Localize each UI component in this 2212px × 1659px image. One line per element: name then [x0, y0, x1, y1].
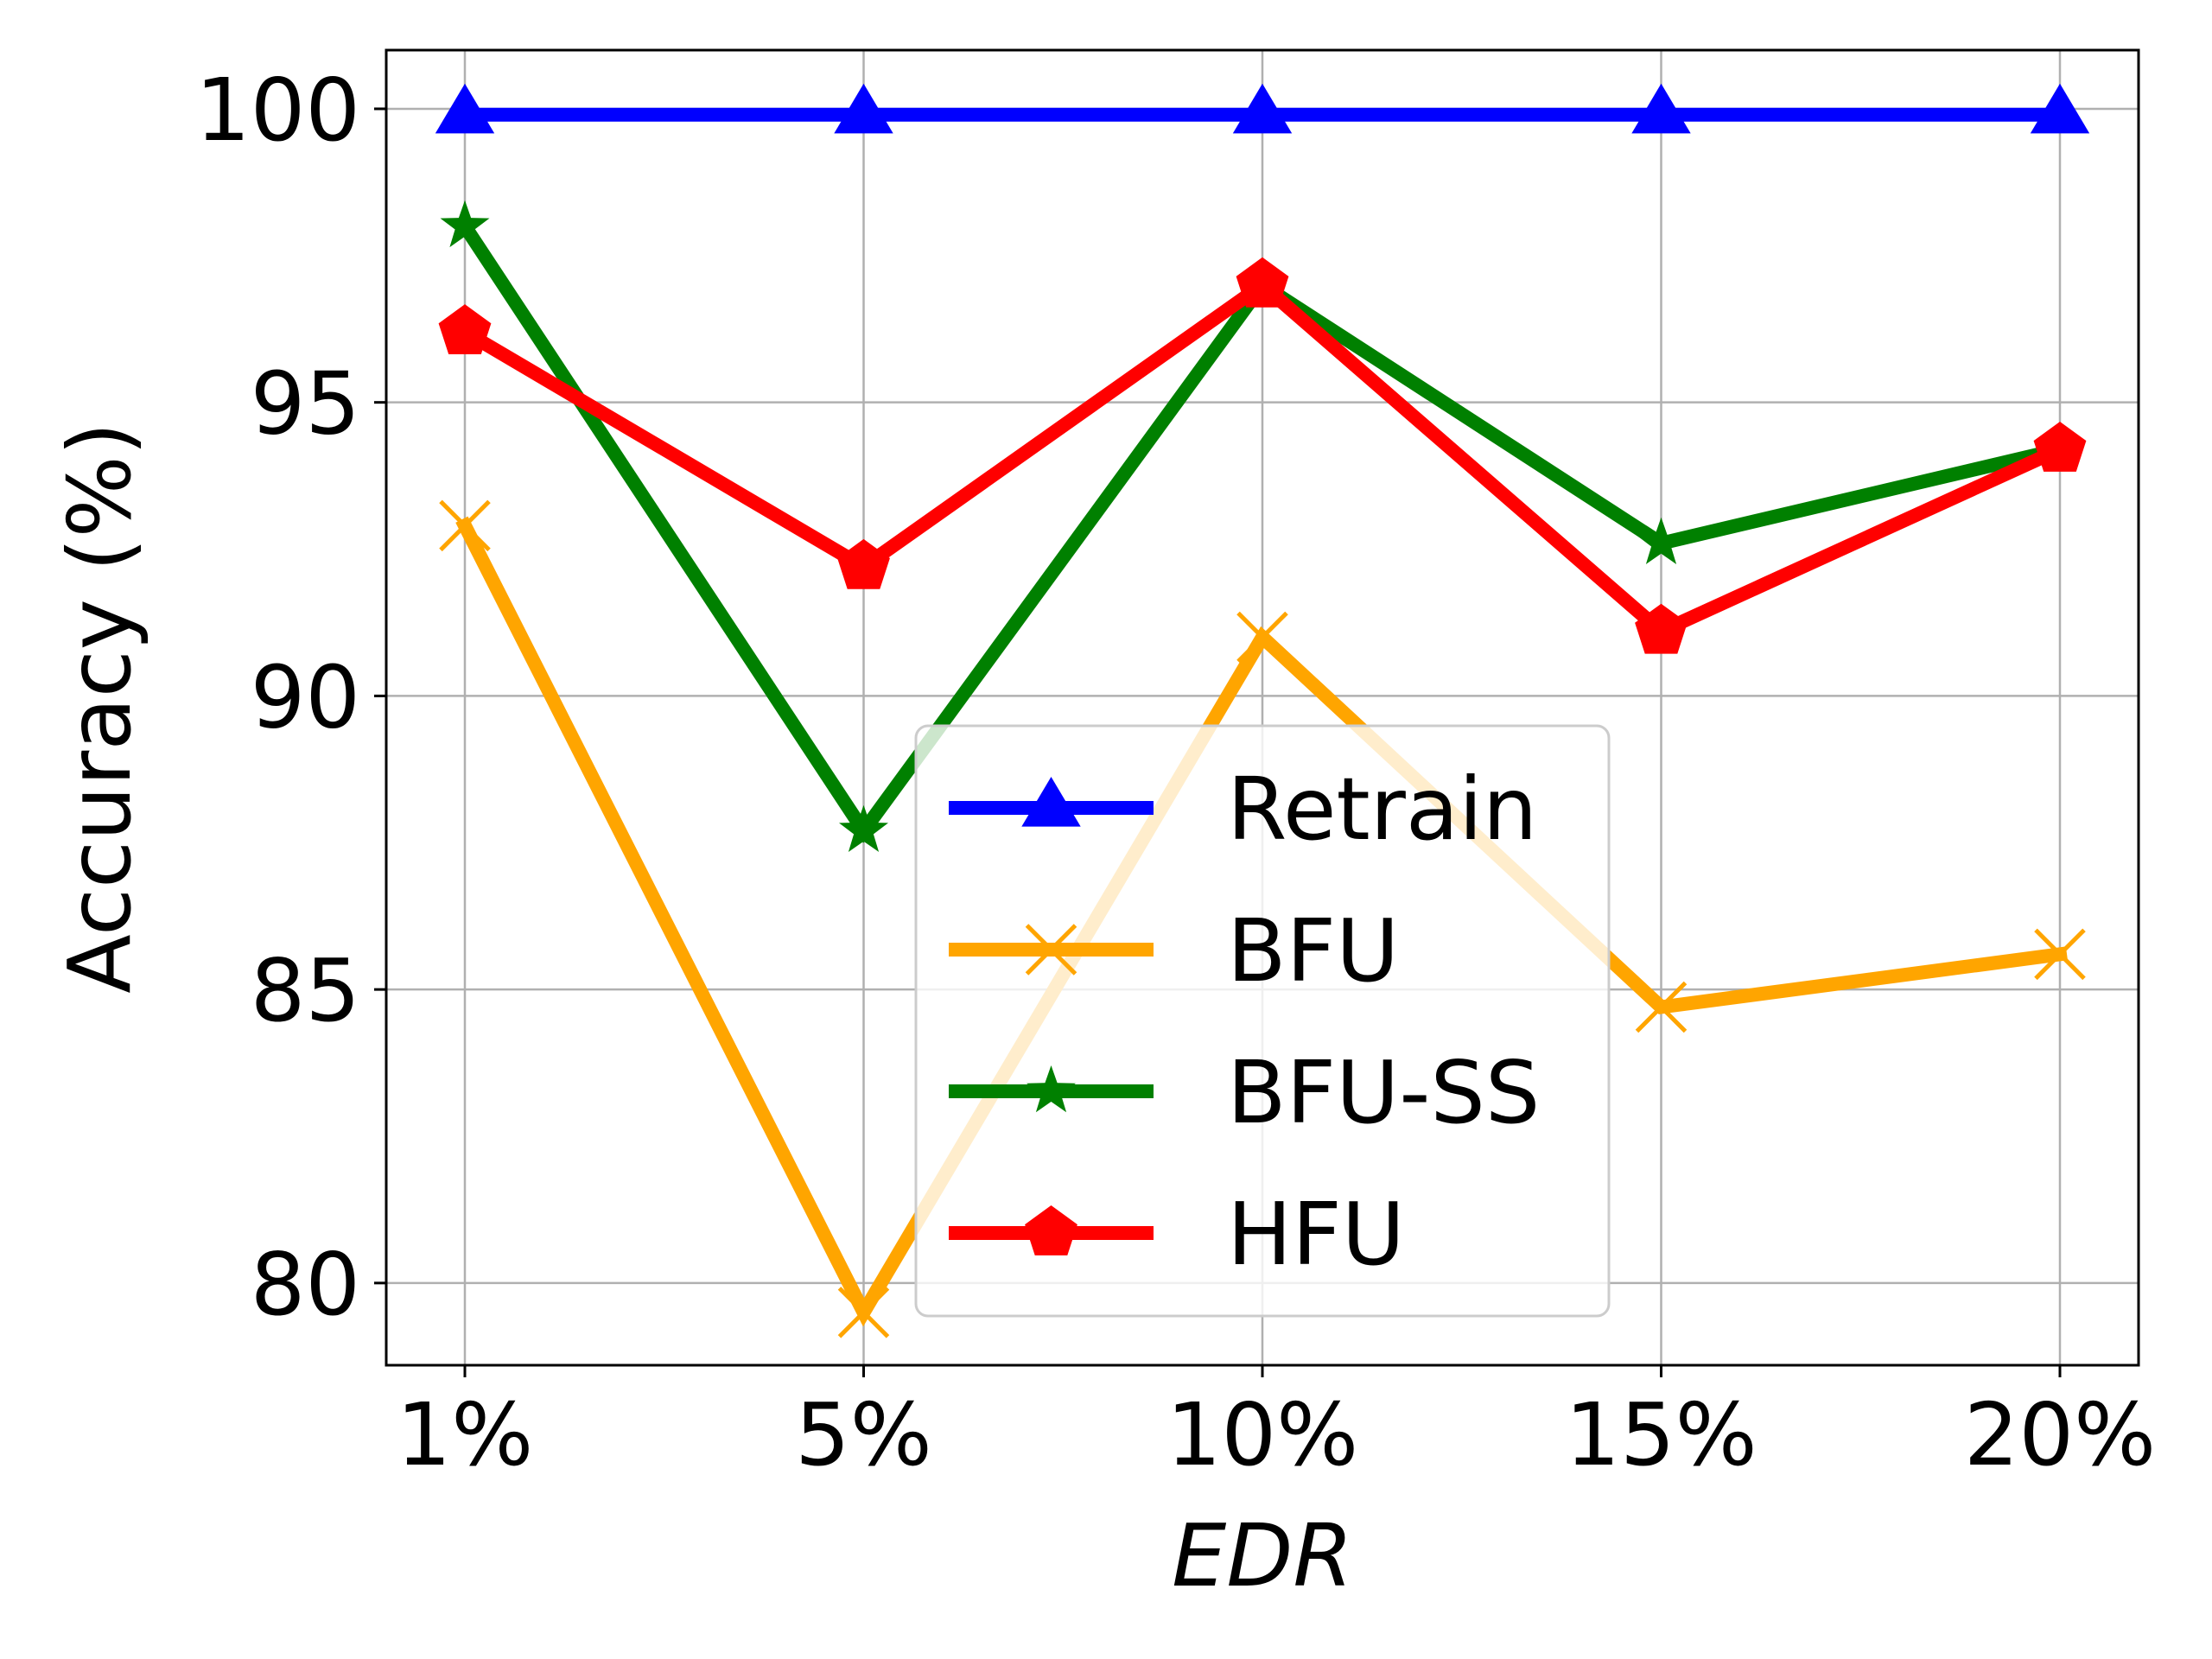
x-tick-label: 10% — [1166, 1384, 1358, 1485]
y-tick-label: 100 — [195, 60, 360, 161]
marker-retrain — [1631, 83, 1691, 134]
marker-bfu — [2034, 928, 2086, 981]
y-axis-title: Accuracy (%) — [49, 422, 150, 993]
marker-hfu — [2033, 422, 2087, 472]
y-tick-label: 90 — [251, 646, 360, 747]
marker-retrain — [834, 83, 893, 134]
marker-bfu — [1236, 611, 1288, 664]
legend-item-hfu: HFU — [949, 1184, 1405, 1285]
legend-label: Retrain — [1227, 759, 1537, 860]
series-retrain — [435, 83, 2090, 134]
legend-item-bfu-ss: BFU-SS — [949, 1042, 1540, 1143]
marker-bfu — [1635, 981, 1688, 1033]
marker-retrain — [1232, 83, 1293, 134]
legend-item-bfu: BFU — [949, 900, 1399, 1001]
marker-bfu — [837, 1287, 890, 1338]
marker-bfu-ss — [1637, 517, 1686, 564]
legend-item-retrain: Retrain — [949, 759, 1537, 860]
marker-bfu — [439, 499, 491, 552]
marker-bfu-ss — [440, 200, 490, 248]
marker-legend — [1027, 1065, 1076, 1113]
marker-legend — [1025, 1205, 1077, 1255]
x-tick-label: 1% — [397, 1384, 534, 1485]
x-tick-label: 20% — [1964, 1384, 2156, 1485]
marker-hfu — [438, 304, 492, 354]
marker-hfu — [837, 538, 890, 589]
marker-legend — [1025, 924, 1077, 976]
x-axis-title: EDR — [1172, 1505, 1353, 1606]
legend-box — [914, 724, 1611, 1318]
legend-label: BFU — [1227, 900, 1399, 1001]
marker-hfu — [1635, 603, 1688, 654]
x-tick-label: 5% — [795, 1384, 932, 1485]
legend-label: HFU — [1227, 1184, 1405, 1285]
y-tick-label: 95 — [251, 353, 360, 454]
marker-hfu — [1236, 257, 1289, 308]
series-hfu — [438, 257, 2087, 654]
marker-retrain — [2030, 83, 2090, 134]
series-lines — [435, 83, 2090, 1338]
x-tick-label: 15% — [1565, 1384, 1757, 1485]
legend-label: BFU-SS — [1227, 1042, 1540, 1143]
y-tick-label: 85 — [251, 940, 360, 1041]
y-axis-ticks: 80 85 90 95 100 — [195, 60, 386, 1335]
marker-legend — [1021, 777, 1081, 827]
marker-bfu-ss — [839, 804, 888, 852]
legend: Retrain BFU BFU-SS HFU — [914, 724, 1611, 1318]
marker-retrain — [435, 83, 495, 134]
series-bfu — [439, 499, 2086, 1338]
y-tick-label: 80 — [251, 1234, 360, 1335]
x-axis-ticks: 1% 5% 10% 15% 20% — [397, 1365, 2156, 1485]
